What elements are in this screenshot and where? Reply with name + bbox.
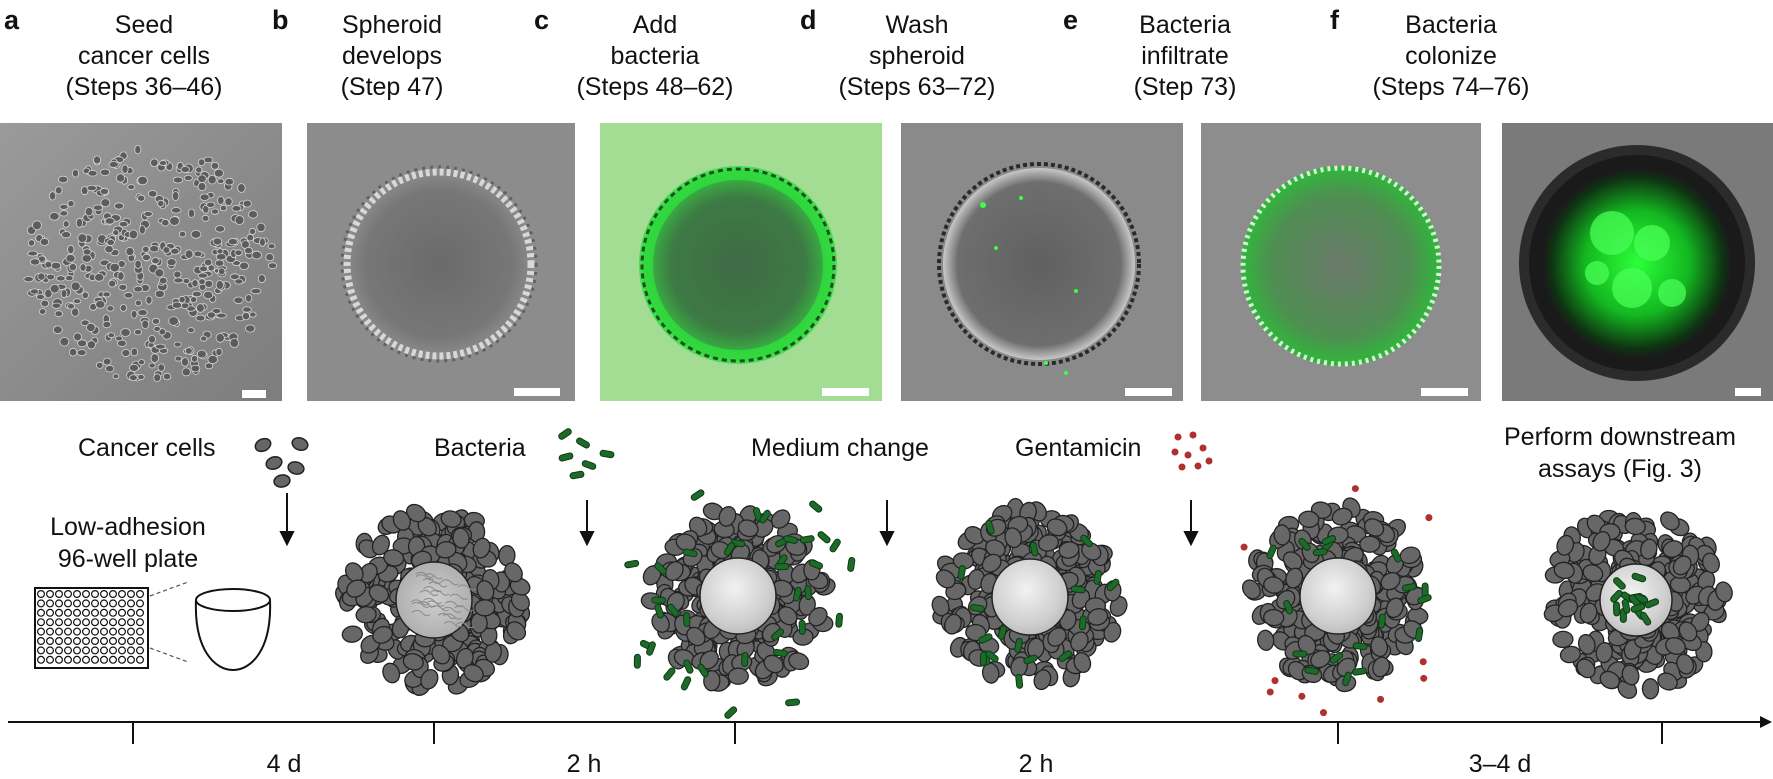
timeline-label-4: 3–4 d <box>1468 750 1532 778</box>
cancer-cells-label: Cancer cells <box>78 434 216 462</box>
panel-title-c: Add bacteria (Steps 48–62) <box>576 11 734 101</box>
panel-letter-e: e <box>1063 5 1079 35</box>
spheroid-e-icon <box>1240 485 1433 717</box>
panel-title-b: Spheroid develops (Step 47) <box>340 11 444 101</box>
panel-letter-b: b <box>272 5 289 35</box>
spheroid-f-icon <box>1543 509 1733 700</box>
micrograph-b <box>307 123 575 401</box>
plate-label: Low-adhesion 96-well plate <box>50 513 206 573</box>
panel-letter-c: c <box>534 5 550 35</box>
micrograph-f <box>1502 123 1773 401</box>
timeline-label-1: 4 d <box>266 750 302 778</box>
panel-title-d: Wash spheroid (Steps 63–72) <box>838 11 996 101</box>
scale-bar-a <box>242 390 266 398</box>
scale-bar-d <box>1125 388 1172 396</box>
timeline-label-2: 2 h <box>566 750 602 778</box>
bacteria-label: Bacteria <box>434 434 526 462</box>
panel-title-f: Bacteria colonize (Steps 74–76) <box>1372 11 1530 101</box>
micrograph-a <box>0 123 282 401</box>
single-well-icon <box>194 588 272 672</box>
gentamicin-icon <box>1171 431 1213 471</box>
timeline <box>8 716 1772 744</box>
downstream-label: Perform downstream assays (Fig. 3) <box>1503 423 1737 483</box>
well-plate-icon <box>34 581 189 669</box>
medium-change-label: Medium change <box>751 434 929 462</box>
spheroid-d-icon <box>931 497 1128 691</box>
panel-letter-a: a <box>4 5 20 35</box>
spheroid-b-icon <box>335 503 531 696</box>
scale-bar-c <box>822 388 869 396</box>
cancer-cells-icon <box>254 436 309 488</box>
panel-title-a: Seed cancer cells (Steps 36–46) <box>65 11 223 101</box>
panel-letter-f: f <box>1330 5 1339 35</box>
scale-bar-b <box>514 388 560 396</box>
spheroid-c-icon <box>624 489 856 719</box>
micrograph-e <box>1201 123 1481 401</box>
bacteria-icon <box>558 428 615 480</box>
step-arrows <box>279 493 1199 547</box>
scale-bar-e <box>1421 388 1468 396</box>
micrograph-c <box>600 123 882 401</box>
panel-letter-d: d <box>800 5 817 35</box>
scale-bar-f <box>1735 388 1761 396</box>
gentamicin-label: Gentamicin <box>1015 434 1142 462</box>
micrograph-d <box>901 123 1183 401</box>
timeline-label-3: 2 h <box>1018 750 1054 778</box>
panel-title-e: Bacteria infiltrate (Step 73) <box>1133 11 1237 101</box>
